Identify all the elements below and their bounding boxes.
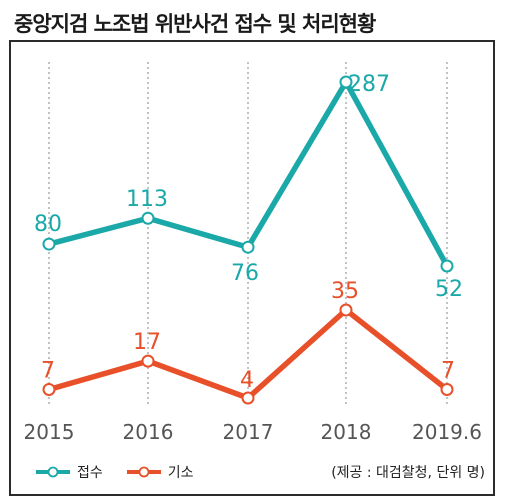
series-1-point-1 [141, 211, 155, 225]
legend-label-series-1: 접수 [77, 465, 103, 481]
series-2-data-label-4: 7 [441, 358, 455, 383]
legend-swatch-series-1 [36, 466, 70, 478]
series-1-point-4 [440, 259, 454, 273]
series-1-point-3 [339, 75, 353, 89]
x-tick-label-2: 2017 [223, 420, 274, 444]
legend-item-series-1: 접수 [34, 462, 103, 482]
series-2-data-label-1: 17 [133, 330, 161, 355]
series-2-data-label-2: 4 [240, 368, 254, 393]
series-2-point-1 [141, 354, 155, 368]
legend-label-series-2: 기소 [167, 465, 194, 481]
series-1-point-0 [42, 237, 56, 251]
x-tick-label-4: 2019.6 [412, 420, 482, 444]
series-1-point-2 [241, 240, 255, 254]
series-2-data-label-0: 7 [41, 358, 55, 383]
series-1-data-label-4: 52 [435, 277, 463, 302]
chart-title: 중앙지검 노조법 위반사건 접수 및 처리현황 [14, 12, 376, 36]
legend-swatch-series-2 [126, 466, 161, 478]
series-2-point-0 [42, 382, 56, 396]
series-2-data-label-3: 35 [331, 279, 359, 304]
legend: 접수 기소 [34, 462, 216, 482]
legend-item-series-2: 기소 [125, 462, 194, 482]
series-2-point-4 [440, 382, 454, 396]
series-1-data-label-2: 76 [231, 261, 259, 286]
series-2-point-3 [339, 303, 353, 317]
source-note: (제공 : 대검찰청, 단위 명) [331, 465, 485, 481]
chart-frame [9, 40, 495, 496]
series-1-data-label-1: 113 [126, 187, 168, 212]
series-2-point-2 [241, 391, 255, 405]
x-tick-label-0: 2015 [24, 420, 75, 444]
x-tick-label-1: 2016 [123, 420, 174, 444]
series-1-data-label-0: 80 [34, 212, 62, 237]
series-1-data-label-3: 287 [348, 72, 390, 97]
x-tick-label-3: 2018 [321, 420, 372, 444]
